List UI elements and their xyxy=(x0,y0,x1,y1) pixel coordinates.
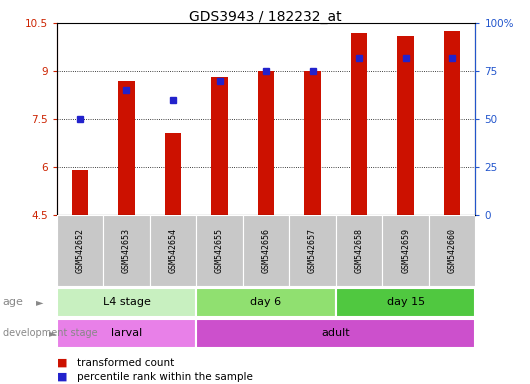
Bar xyxy=(336,215,382,286)
Bar xyxy=(196,319,475,348)
Bar xyxy=(103,215,150,286)
Bar xyxy=(57,288,196,317)
Bar xyxy=(382,215,429,286)
Bar xyxy=(429,215,475,286)
Bar xyxy=(57,215,103,286)
Text: GSM542659: GSM542659 xyxy=(401,228,410,273)
Bar xyxy=(398,36,414,215)
Bar xyxy=(351,33,367,215)
Text: day 15: day 15 xyxy=(386,297,425,308)
Bar xyxy=(150,215,196,286)
Bar xyxy=(118,81,135,215)
Bar xyxy=(304,71,321,215)
Bar xyxy=(72,170,88,215)
Bar xyxy=(336,288,475,317)
Text: GSM542660: GSM542660 xyxy=(448,228,457,273)
Text: GDS3943 / 182232_at: GDS3943 / 182232_at xyxy=(189,10,341,23)
Text: ►: ► xyxy=(36,297,43,308)
Bar xyxy=(258,71,274,215)
Text: larval: larval xyxy=(111,328,142,338)
Text: ■: ■ xyxy=(57,372,67,382)
Text: ■: ■ xyxy=(57,358,67,368)
Bar xyxy=(211,78,228,215)
Text: GSM542652: GSM542652 xyxy=(75,228,84,273)
Text: day 6: day 6 xyxy=(251,297,281,308)
Text: age: age xyxy=(3,297,23,308)
Text: GSM542657: GSM542657 xyxy=(308,228,317,273)
Bar xyxy=(289,215,336,286)
Text: GSM542654: GSM542654 xyxy=(169,228,178,273)
Bar xyxy=(243,215,289,286)
Text: percentile rank within the sample: percentile rank within the sample xyxy=(77,372,253,382)
Text: GSM542653: GSM542653 xyxy=(122,228,131,273)
Bar xyxy=(165,134,181,215)
Text: transformed count: transformed count xyxy=(77,358,174,368)
Text: GSM542658: GSM542658 xyxy=(355,228,364,273)
Bar xyxy=(444,31,460,215)
Bar xyxy=(196,215,243,286)
Bar xyxy=(57,319,196,348)
Text: development stage: development stage xyxy=(3,328,98,338)
Bar xyxy=(196,288,336,317)
Text: GSM542656: GSM542656 xyxy=(262,228,270,273)
Text: GSM542655: GSM542655 xyxy=(215,228,224,273)
Text: L4 stage: L4 stage xyxy=(103,297,151,308)
Text: adult: adult xyxy=(322,328,350,338)
Text: ►: ► xyxy=(49,328,57,338)
